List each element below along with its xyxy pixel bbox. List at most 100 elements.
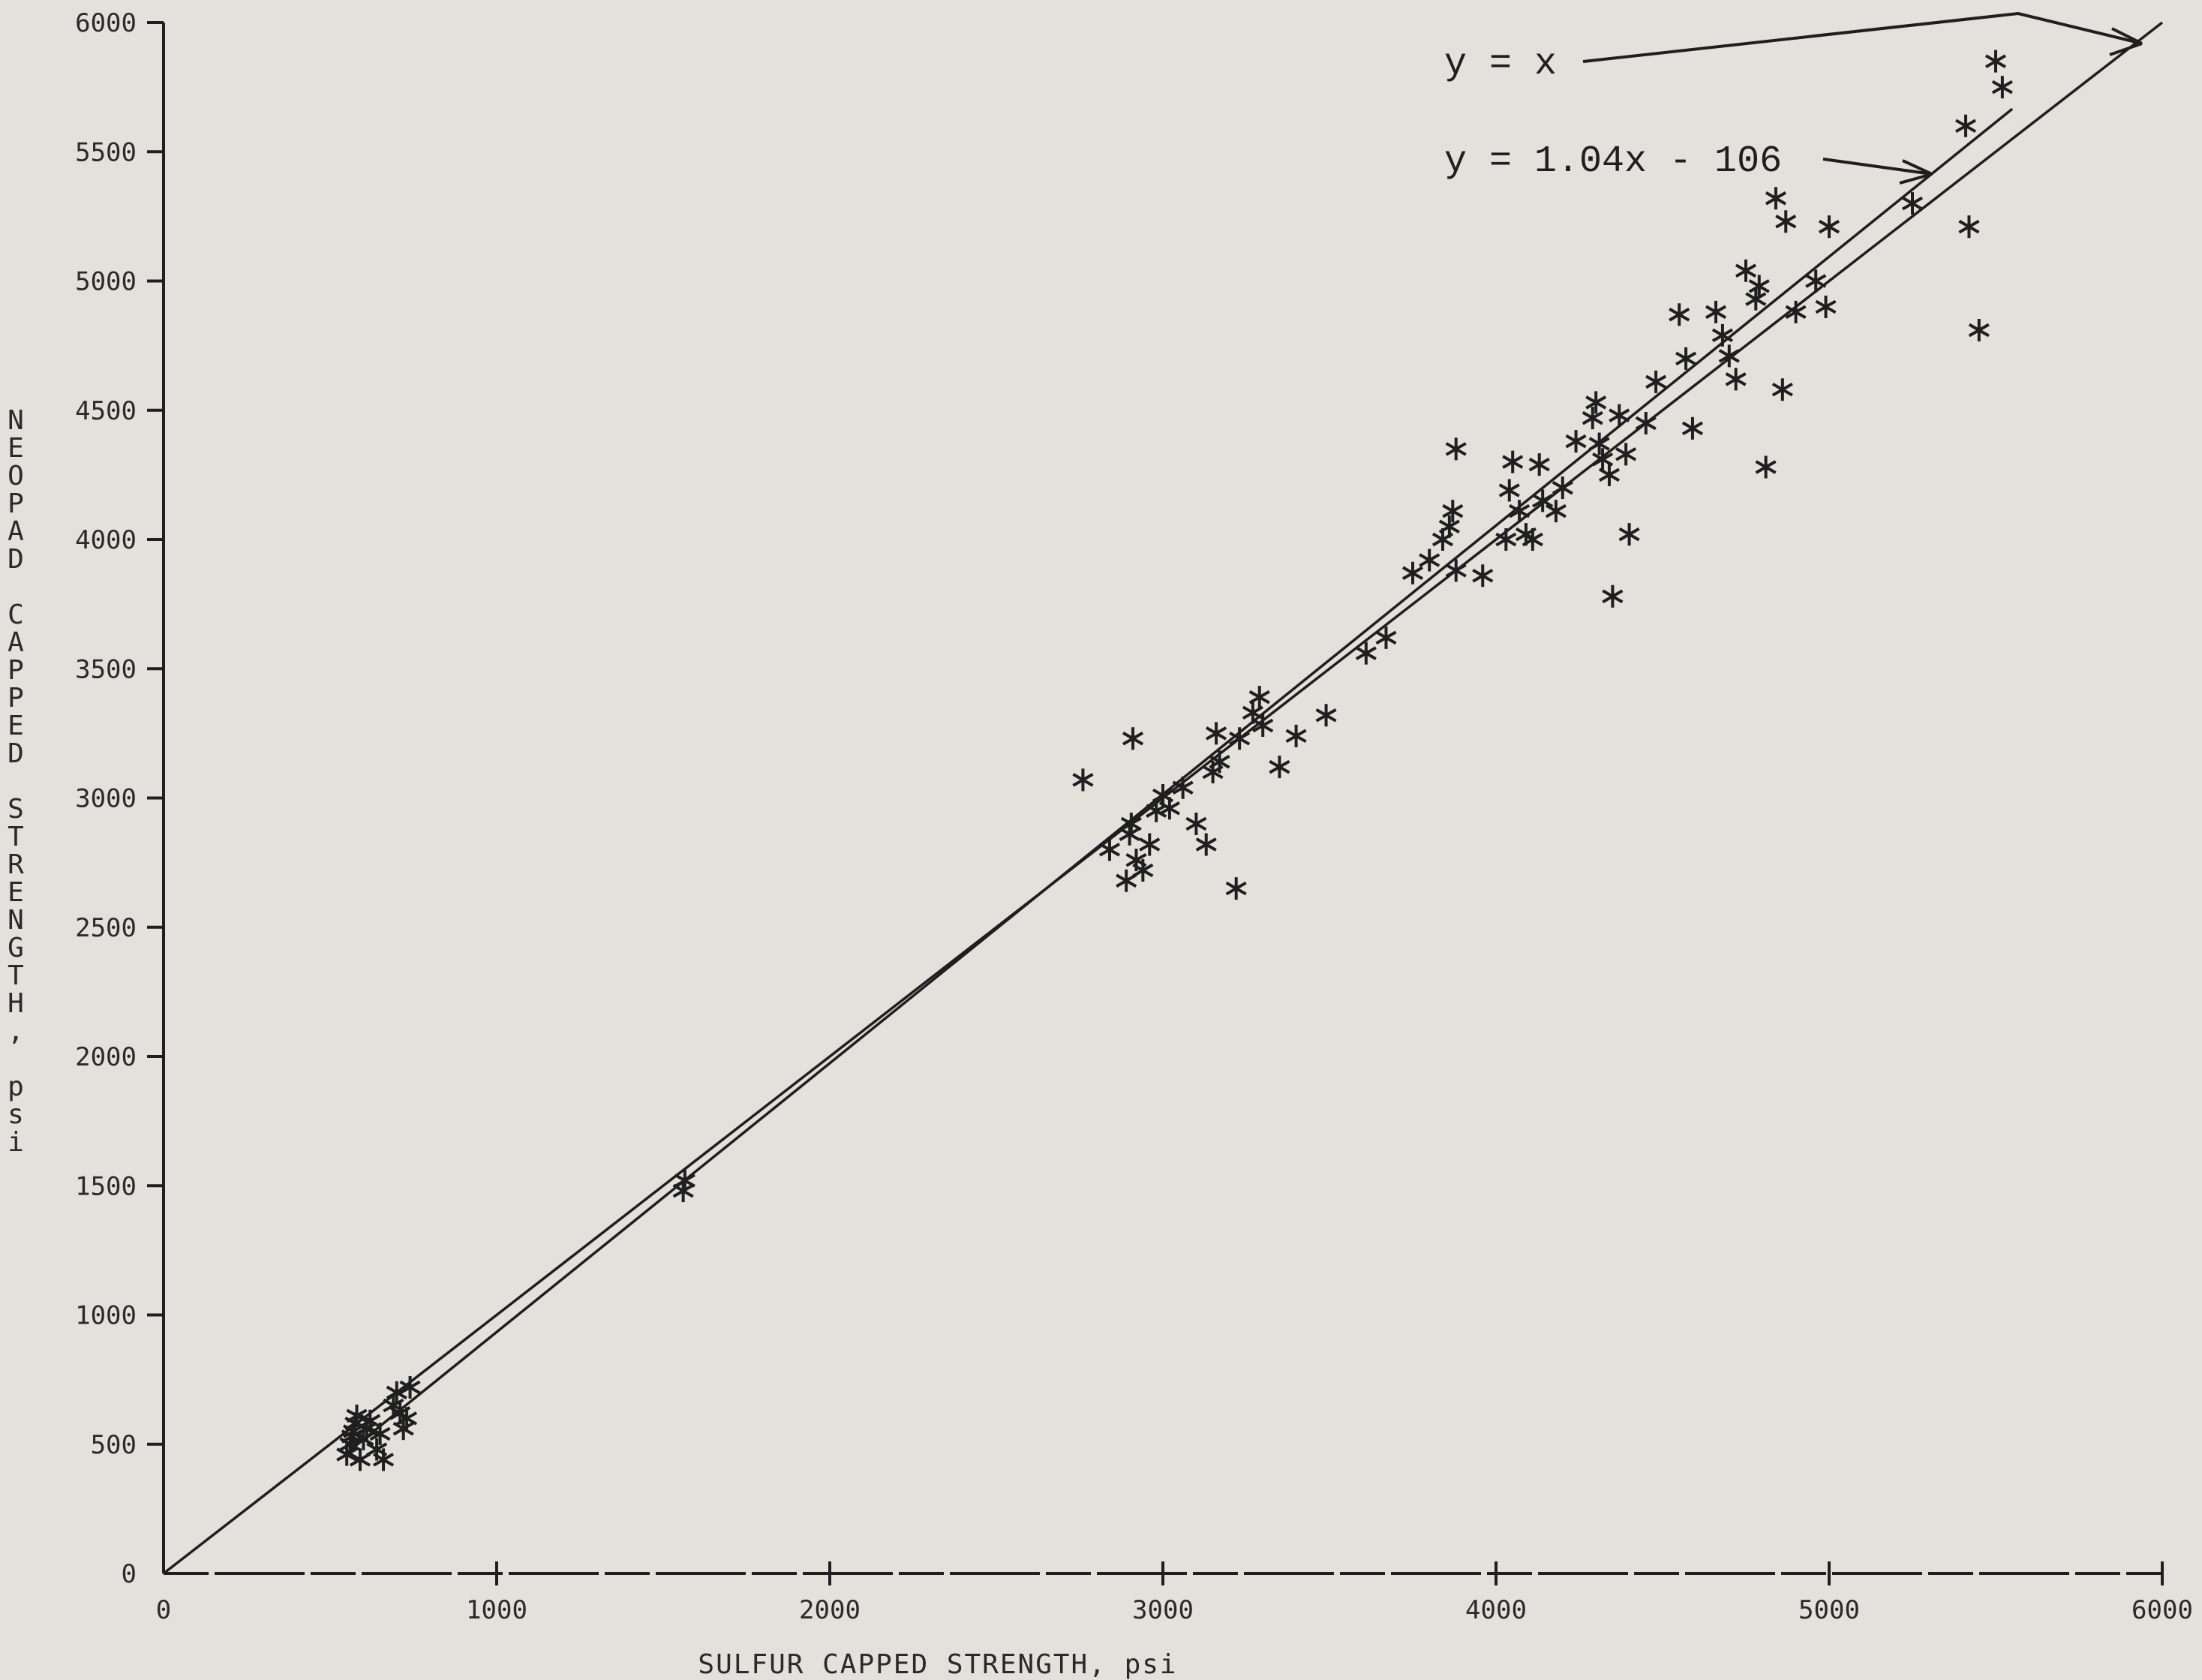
data-point bbox=[399, 1375, 421, 1399]
data-point bbox=[1968, 318, 1990, 341]
data-point bbox=[1098, 838, 1121, 861]
data-point bbox=[1954, 114, 1977, 137]
data-point bbox=[1645, 370, 1667, 393]
data-point bbox=[674, 1169, 695, 1192]
data-point bbox=[1598, 463, 1621, 486]
y-axis-title-char: N bbox=[8, 905, 26, 936]
data-point bbox=[1472, 564, 1494, 588]
y-tick-label: 3500 bbox=[75, 654, 137, 684]
y-tick-label: 1000 bbox=[75, 1301, 137, 1331]
data-point bbox=[1618, 523, 1640, 546]
data-point bbox=[1585, 391, 1607, 414]
data-point bbox=[1775, 210, 1797, 233]
data-point bbox=[1991, 76, 2013, 99]
y-axis-title-char: s bbox=[8, 1099, 26, 1130]
y-tick-label: 6000 bbox=[75, 8, 137, 38]
data-point bbox=[372, 1448, 395, 1471]
y-tick-label: 3000 bbox=[75, 784, 137, 814]
data-point bbox=[1745, 287, 1767, 311]
y-axis-ticks: 0 500 1000 1500 2000 2500 3000 3500 4000 4500 5000… bbox=[75, 8, 164, 1589]
data-point bbox=[1805, 269, 1827, 293]
data-point bbox=[1158, 797, 1180, 820]
y-axis-title-char: , bbox=[8, 1016, 26, 1047]
data-point bbox=[1615, 443, 1637, 466]
data-point bbox=[1705, 300, 1727, 323]
data-point bbox=[1635, 411, 1657, 434]
y-axis-title-char: E bbox=[8, 711, 26, 741]
data-point bbox=[1755, 455, 1777, 479]
data-point bbox=[1375, 626, 1397, 649]
data-point bbox=[1582, 407, 1603, 430]
data-point bbox=[1355, 642, 1377, 665]
data-point bbox=[1588, 432, 1610, 455]
data-point bbox=[1532, 489, 1554, 512]
data-point bbox=[1552, 476, 1573, 500]
data-point bbox=[1445, 437, 1467, 461]
y-tick-label: 1500 bbox=[75, 1171, 137, 1201]
y-tick-label: 4000 bbox=[75, 525, 137, 555]
data-point bbox=[1401, 561, 1424, 585]
y-axis-title-char: A bbox=[8, 627, 26, 658]
x-tick-label: 6000 bbox=[2131, 1595, 2193, 1625]
data-point bbox=[1146, 799, 1167, 822]
y-axis-title-char: H bbox=[8, 988, 26, 1019]
x-tick-label: 2000 bbox=[799, 1595, 861, 1625]
data-point bbox=[1765, 187, 1787, 210]
data-point bbox=[1602, 585, 1624, 608]
y-axis-title-char: P bbox=[8, 655, 26, 686]
y-axis-title-char: A bbox=[8, 516, 26, 547]
data-point bbox=[1209, 750, 1230, 774]
data-point bbox=[1522, 528, 1543, 551]
data-point bbox=[1132, 858, 1154, 882]
data-point bbox=[1269, 756, 1290, 779]
identity-line-label: y = x bbox=[1444, 43, 1557, 86]
data-point bbox=[346, 1404, 368, 1427]
y-axis-title-char: T bbox=[8, 822, 26, 852]
y-tick-label: 0 bbox=[122, 1559, 137, 1589]
data-point bbox=[1592, 448, 1614, 471]
regression-line bbox=[346, 107, 2014, 1454]
data-point bbox=[1248, 686, 1270, 709]
y-axis-title-char: T bbox=[8, 960, 26, 991]
data-point bbox=[1958, 215, 1980, 239]
data-point bbox=[1195, 833, 1217, 856]
data-point bbox=[369, 1422, 391, 1445]
data-point bbox=[1675, 347, 1697, 370]
y-tick-label: 5000 bbox=[75, 267, 137, 297]
y-axis-title-char: P bbox=[8, 488, 26, 519]
data-point bbox=[1748, 275, 1770, 298]
data-point bbox=[1681, 416, 1704, 440]
data-point bbox=[1242, 701, 1263, 724]
data-point bbox=[1718, 344, 1740, 368]
x-tick-label: 1000 bbox=[466, 1595, 527, 1625]
identity-label-arrow bbox=[1582, 11, 2143, 63]
data-point bbox=[1438, 515, 1460, 538]
y-axis-title-char: i bbox=[8, 1127, 26, 1158]
y-tick-label: 500 bbox=[91, 1430, 137, 1460]
data-point bbox=[1735, 259, 1757, 282]
data-point bbox=[1785, 300, 1807, 323]
data-point bbox=[1609, 404, 1630, 427]
y-axis-title-char: R bbox=[8, 849, 26, 880]
y-axis-title-char: C bbox=[8, 600, 26, 630]
x-tick-label: 4000 bbox=[1465, 1595, 1527, 1625]
data-point bbox=[1901, 192, 1924, 215]
data-point bbox=[1116, 869, 1137, 892]
y-axis-title-char: D bbox=[8, 738, 26, 769]
data-point bbox=[1419, 548, 1440, 572]
y-axis-title-char: G bbox=[8, 933, 26, 963]
data-point bbox=[1252, 714, 1274, 738]
data-point bbox=[359, 1409, 381, 1432]
y-axis-title-char: p bbox=[8, 1071, 26, 1102]
y-axis-title-char: E bbox=[8, 877, 26, 908]
data-point bbox=[1072, 768, 1094, 792]
data-point bbox=[1498, 479, 1520, 502]
data-points bbox=[336, 50, 2013, 1471]
data-point bbox=[1445, 559, 1467, 582]
x-axis-ticks: 0 1000 2000 3000 4000 5000 6000 bbox=[156, 1561, 2193, 1625]
data-point bbox=[1509, 500, 1531, 523]
y-tick-label: 4500 bbox=[75, 396, 137, 426]
data-point bbox=[1139, 833, 1161, 856]
y-axis-title-char: N bbox=[8, 405, 26, 436]
